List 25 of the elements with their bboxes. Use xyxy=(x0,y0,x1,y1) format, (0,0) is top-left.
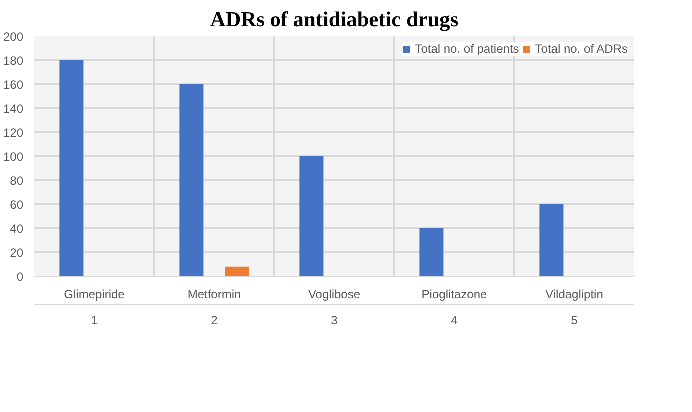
y-tick-label: 80 xyxy=(10,174,24,188)
bar xyxy=(180,84,204,276)
y-tick-label: 40 xyxy=(10,222,24,236)
y-tick-label: 20 xyxy=(10,246,24,260)
category-label: Voglibose 3 xyxy=(308,288,361,328)
bar xyxy=(225,266,250,276)
category-label: Vildagliptin 5 xyxy=(546,288,604,328)
chart-title: ADRs of antidiabetic drugs xyxy=(210,8,459,32)
category-label: Pioglitazone 4 xyxy=(422,288,488,328)
category-label: Metformin 2 xyxy=(188,288,242,328)
bar xyxy=(300,156,324,276)
y-tick-label: 100 xyxy=(3,150,24,164)
legend-label: Total no. of patients xyxy=(415,42,520,56)
y-tick-label: 120 xyxy=(3,126,24,140)
category-label: Glimepiride 1 xyxy=(64,288,125,328)
legend-label: Total no. of ADRs xyxy=(535,42,628,56)
y-tick-label: 60 xyxy=(10,198,24,212)
y-tick-label: 200 xyxy=(3,30,24,44)
bar xyxy=(540,204,564,276)
y-tick-label: 0 xyxy=(16,270,24,284)
bar xyxy=(420,228,444,276)
y-tick-label: 160 xyxy=(3,78,24,92)
y-tick-label: 140 xyxy=(3,102,24,116)
y-tick-label: 180 xyxy=(3,54,24,68)
bar xyxy=(60,60,84,276)
